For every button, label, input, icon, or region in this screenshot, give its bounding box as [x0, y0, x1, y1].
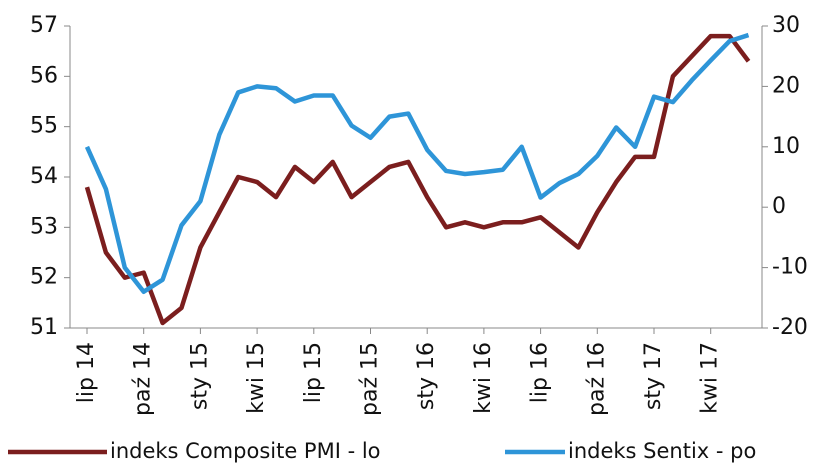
y2-tick-label: 10 [772, 134, 800, 159]
y-tick-label: 56 [30, 63, 58, 88]
y2-tick-label: -10 [772, 255, 808, 280]
y-tick-label: 53 [30, 214, 58, 239]
y2-tick-label: -20 [772, 315, 808, 340]
x-tick-label: lip 16 [528, 342, 553, 403]
x-tick-label: lip 14 [74, 342, 99, 403]
legend-label: indeks Composite PMI - lo [110, 439, 381, 463]
x-tick-label: sty 17 [641, 342, 666, 410]
y-tick-label: 52 [30, 265, 58, 290]
x-tick-label: kwi 16 [471, 342, 496, 414]
x-tick-label: kwi 15 [244, 342, 269, 414]
x-tick-label: paź 15 [358, 342, 383, 416]
x-tick-label: sty 15 [187, 342, 212, 410]
y2-tick-label: 30 [772, 13, 800, 38]
y-tick-label: 57 [30, 13, 58, 38]
y-tick-label: 54 [30, 164, 58, 189]
series-line [84, 33, 751, 326]
x-tick-label: sty 16 [414, 342, 439, 410]
y2-tick-label: 0 [772, 194, 786, 219]
y-tick-label: 55 [30, 114, 58, 139]
x-tick-label: paź 14 [131, 342, 156, 416]
x-tick-label: kwi 17 [698, 342, 723, 414]
series-line [84, 32, 750, 295]
y2-tick-label: 20 [772, 73, 800, 98]
y-tick-label: 51 [30, 315, 58, 340]
x-tick-label: paź 16 [584, 342, 609, 416]
legend-label: indeks Sentix - po [568, 439, 756, 463]
x-tick-label: lip 15 [301, 342, 326, 403]
